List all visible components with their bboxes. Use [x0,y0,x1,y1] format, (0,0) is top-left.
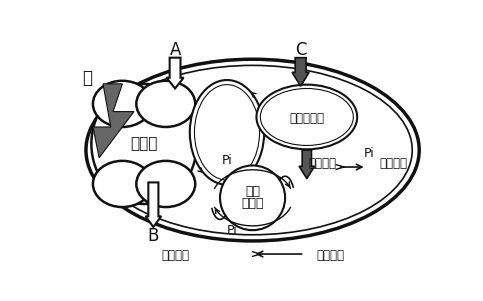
Ellipse shape [195,85,259,180]
Text: Pi: Pi [227,224,238,237]
Ellipse shape [220,166,285,230]
Text: 光: 光 [82,70,92,88]
Ellipse shape [136,161,195,207]
Text: Pi: Pi [222,154,232,167]
FancyArrow shape [146,182,161,227]
FancyArrow shape [292,58,309,86]
Text: 磷酸丙糖: 磷酸丙糖 [316,249,344,262]
Text: 磷酸丙糖: 磷酸丙糖 [308,157,336,170]
Ellipse shape [190,80,264,185]
Text: 蔗糖合成: 蔗糖合成 [161,249,189,262]
Text: 卡尔文循环: 卡尔文循环 [289,112,324,125]
Ellipse shape [256,85,357,149]
Text: C: C [295,41,306,59]
Polygon shape [93,84,134,158]
Text: 转运器: 转运器 [242,197,264,210]
Text: 光反应: 光反应 [130,136,158,151]
Text: 淡粉合成: 淡粉合成 [380,157,408,170]
Text: B: B [148,227,159,245]
FancyArrow shape [167,58,184,88]
Ellipse shape [91,84,197,204]
Ellipse shape [93,161,152,207]
Ellipse shape [260,88,354,145]
Text: Pi: Pi [363,147,374,160]
Text: 磷酸: 磷酸 [245,185,260,198]
Ellipse shape [136,81,195,127]
FancyArrow shape [299,150,314,178]
Ellipse shape [93,81,152,127]
Text: A: A [170,41,181,59]
